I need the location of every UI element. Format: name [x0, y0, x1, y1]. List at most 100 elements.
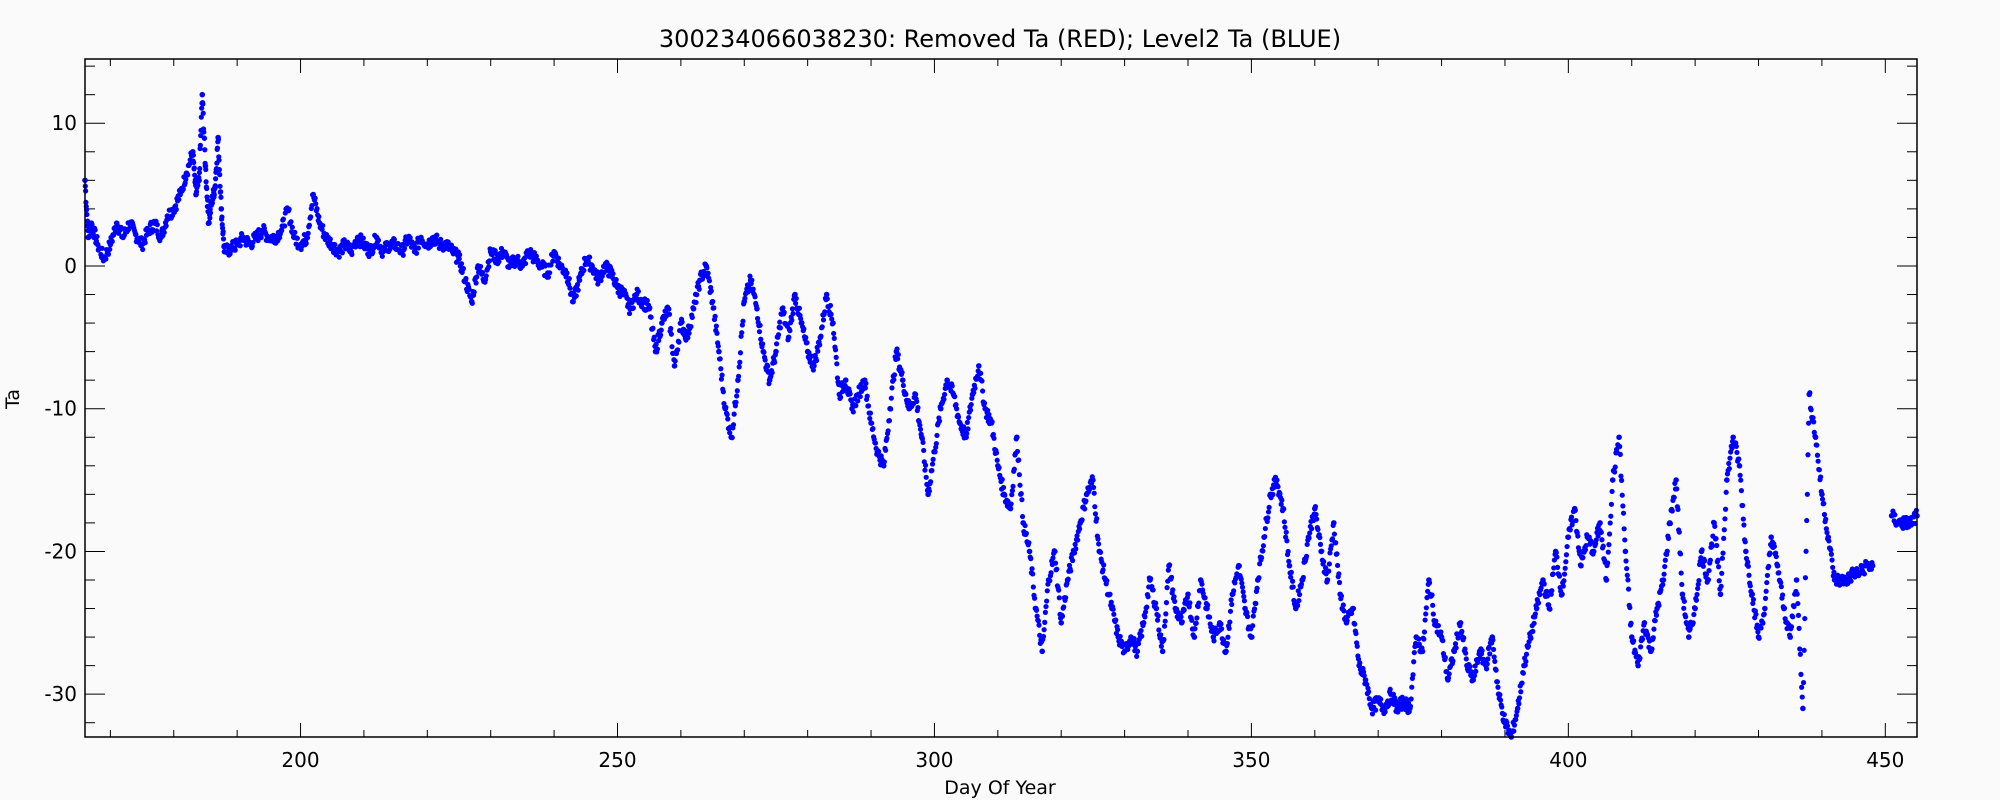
data-point: [1317, 534, 1323, 541]
data-point: [720, 389, 726, 395]
data-point: [885, 428, 891, 434]
data-point: [1494, 679, 1500, 685]
data-point: [1484, 661, 1490, 667]
data-point: [1511, 722, 1518, 728]
data-point: [218, 194, 224, 200]
data-point: [1828, 551, 1835, 557]
data-point: [216, 167, 222, 173]
data-point: [1562, 565, 1568, 571]
data-point: [1650, 635, 1656, 641]
data-point: [1559, 591, 1565, 598]
data-point: [1467, 663, 1473, 670]
data-point: [1513, 712, 1519, 719]
data-point: [199, 91, 206, 98]
data-point: [775, 332, 782, 338]
data-point: [888, 395, 894, 401]
data-point: [1580, 555, 1586, 561]
data-point: [1544, 588, 1550, 594]
data-point: [1487, 651, 1493, 657]
data-point: [570, 298, 576, 305]
data-point: [1070, 557, 1076, 564]
data-point: [1514, 705, 1521, 712]
data-point: [1352, 621, 1358, 627]
data-point: [739, 322, 745, 328]
data-point: [922, 467, 928, 473]
data-point: [1622, 548, 1629, 555]
data-point: [1092, 511, 1099, 517]
data-point: [1461, 635, 1467, 641]
data-point: [1760, 620, 1766, 626]
data-point: [781, 309, 787, 315]
data-point: [1329, 536, 1336, 542]
data-point: [1740, 502, 1746, 509]
data-point: [737, 350, 744, 356]
data-point: [1416, 641, 1422, 647]
data-point: [1019, 497, 1025, 503]
data-point: [1249, 634, 1255, 640]
data-point: [1848, 578, 1854, 584]
data-point: [1675, 506, 1681, 512]
data-point: [1497, 692, 1503, 698]
data-point: [834, 361, 840, 367]
data-point: [193, 189, 200, 195]
data-point: [289, 224, 295, 230]
data-point: [1490, 637, 1496, 643]
data-point: [1764, 572, 1770, 579]
data-point: [1829, 557, 1835, 563]
data-point: [576, 277, 583, 284]
data-point: [457, 252, 463, 258]
data-point: [941, 396, 947, 402]
data-point: [1039, 648, 1046, 655]
data-point: [1158, 632, 1164, 638]
data-point: [1519, 680, 1525, 686]
data-point: [1608, 513, 1614, 519]
data-point: [934, 432, 940, 439]
data-point: [1162, 618, 1168, 624]
data-point: [212, 176, 219, 182]
data-point: [1721, 527, 1727, 533]
data-point: [929, 461, 936, 467]
data-point: [727, 430, 733, 436]
data-point: [1637, 655, 1643, 661]
data-point: [1470, 677, 1477, 683]
x-tick-labels: 200 250 300 350 400 450: [281, 748, 1904, 772]
data-point: [668, 331, 674, 337]
data-point: [1821, 511, 1828, 518]
data-point: [375, 237, 382, 243]
data-point: [1696, 577, 1702, 584]
data-point: [1605, 560, 1611, 566]
data-point: [1743, 548, 1749, 555]
data-point: [512, 263, 518, 269]
data-point: [834, 375, 841, 381]
data-point: [1030, 571, 1036, 577]
data-point: [1382, 709, 1388, 715]
data-point: [1344, 618, 1350, 624]
data-point: [1058, 620, 1065, 626]
data-point: [1134, 653, 1140, 659]
data-point: [1624, 565, 1630, 572]
data-point: [666, 306, 672, 312]
data-point: [1223, 648, 1229, 655]
data-point: [191, 165, 197, 171]
data-point: [1429, 592, 1435, 598]
data-point: [1600, 543, 1606, 549]
data-point: [853, 403, 859, 409]
data-point: [1593, 537, 1599, 543]
data-point: [211, 192, 217, 198]
data-point: [754, 315, 761, 322]
data-point: [1285, 548, 1291, 555]
data-point: [1040, 633, 1047, 640]
data-point: [1773, 553, 1779, 560]
data-point: [199, 105, 205, 111]
data-point: [1674, 486, 1680, 492]
data-point: [884, 435, 890, 441]
data-point: [1317, 541, 1324, 547]
data-point: [1421, 629, 1428, 635]
data-point: [232, 247, 238, 253]
data-point: [1683, 614, 1689, 620]
data-point: [1669, 508, 1675, 514]
data-point: [304, 235, 311, 241]
data-point: [1161, 636, 1167, 643]
data-point: [1618, 477, 1625, 483]
data-point: [1034, 613, 1040, 619]
